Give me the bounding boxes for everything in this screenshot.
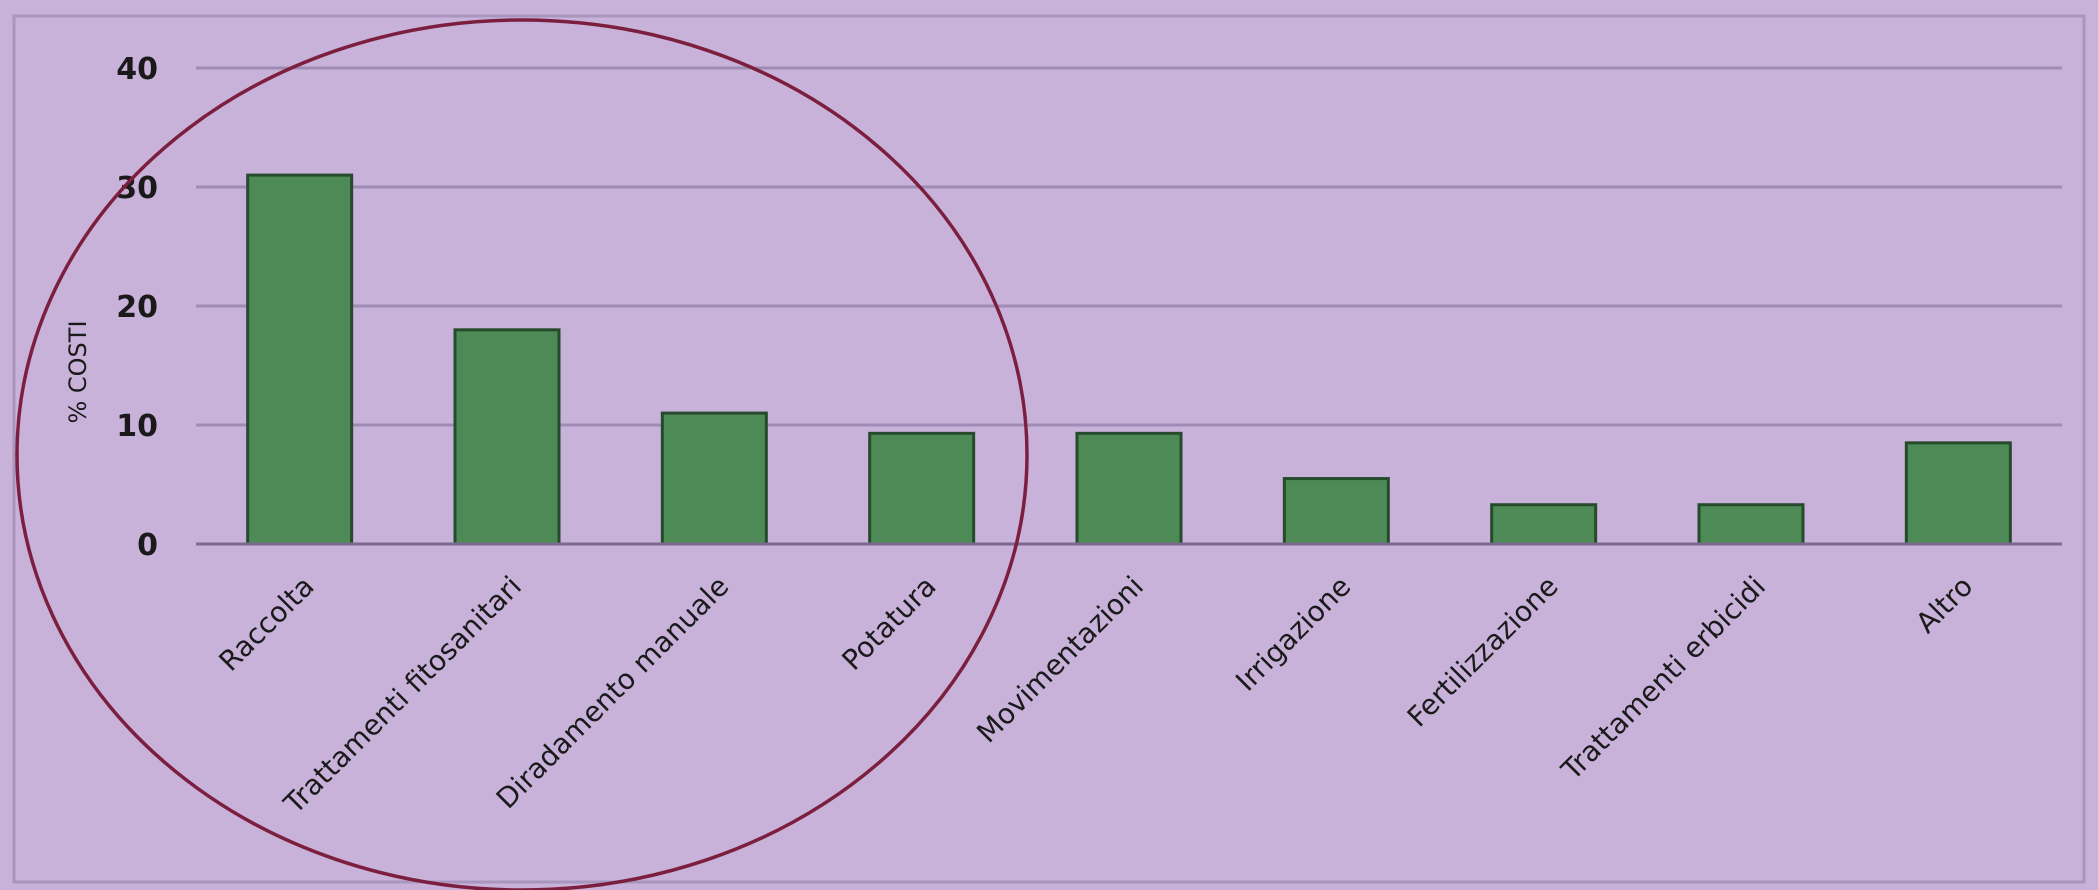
x-tick-label: Potatura	[835, 570, 942, 677]
y-axis-label: % COSTI	[64, 320, 92, 423]
bar	[246, 173, 354, 546]
x-tick-label: Trattamenti fitosanitari	[277, 570, 528, 821]
y-tick-label: 20	[116, 290, 158, 325]
bars	[246, 173, 2012, 546]
bar	[868, 431, 976, 546]
gridlines	[196, 66, 2062, 427]
bar	[1075, 431, 1183, 546]
bar	[453, 328, 561, 546]
x-tick-label: Trattamenti erbicidi	[1554, 570, 1772, 788]
highlight-circle	[15, 18, 1029, 890]
y-tick-label: 10	[116, 409, 158, 444]
x-tick-label: Fertilizzazione	[1401, 570, 1565, 734]
bar	[1904, 441, 2012, 546]
y-tick-label: 40	[116, 52, 158, 87]
bar	[1697, 503, 1805, 546]
bar	[1282, 477, 1390, 546]
x-tick-label: Altro	[1909, 570, 1979, 640]
chart-frame	[12, 14, 2086, 884]
bar	[1490, 503, 1598, 546]
x-tick-label: Movimentazioni	[970, 570, 1150, 750]
y-tick-label: 0	[137, 528, 158, 563]
x-tick-label: Diradamento manuale	[490, 570, 736, 816]
x-tick-label: Irrigazione	[1229, 570, 1357, 698]
bar	[660, 411, 768, 546]
x-tick-label: Raccolta	[213, 570, 321, 678]
